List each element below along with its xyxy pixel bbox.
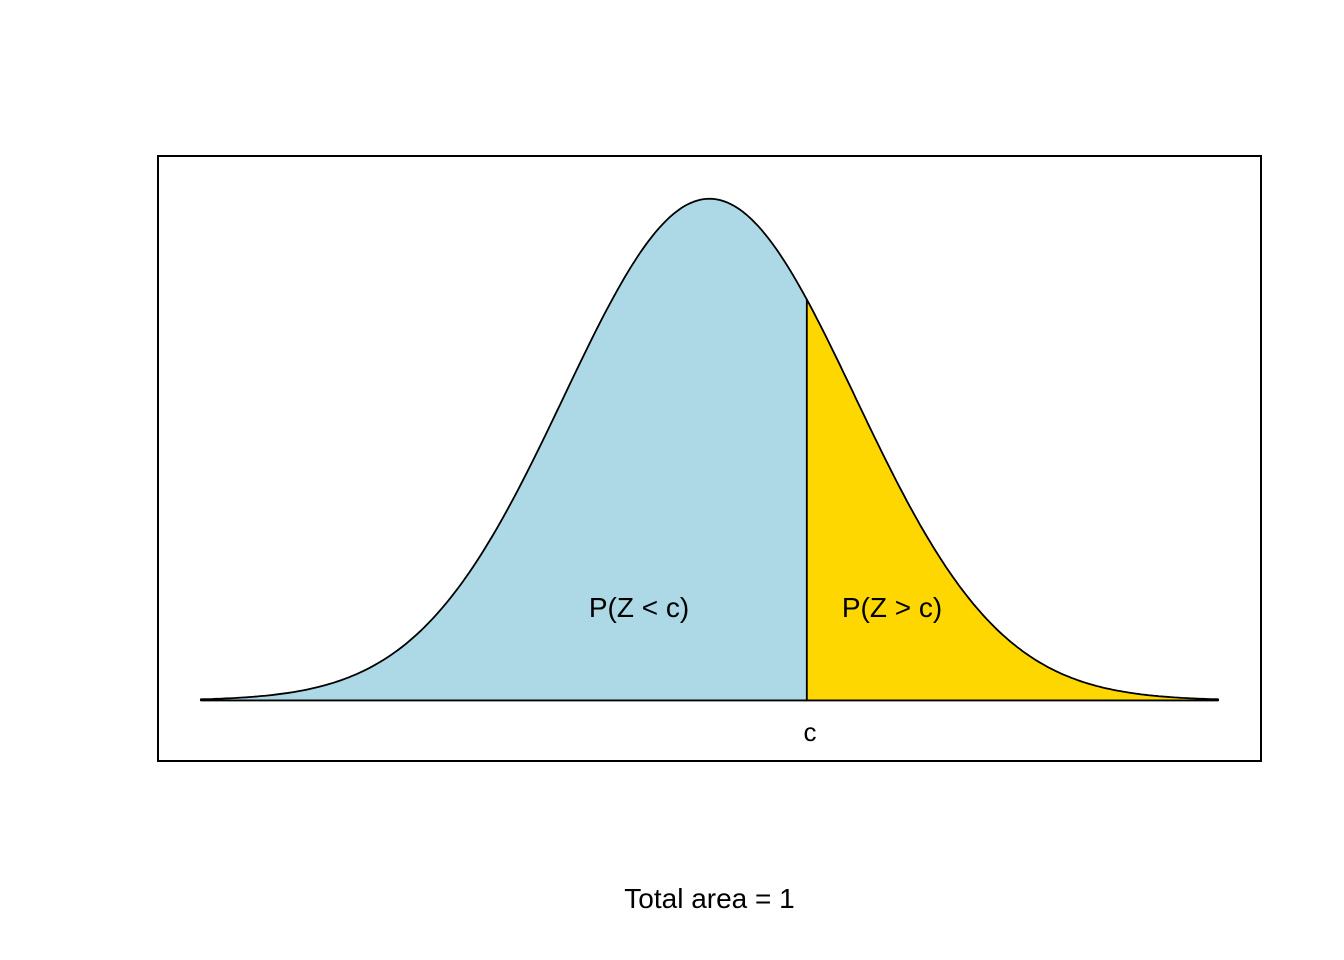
cutoff-tick-label: c <box>803 717 817 747</box>
figure-caption: Total area = 1 <box>624 883 795 914</box>
density-svg <box>199 197 1220 702</box>
plot-area: P(Z < c) P(Z > c) c <box>157 155 1262 762</box>
left-region-label: P(Z < c) <box>588 592 690 623</box>
right-region-fill <box>805 298 1220 702</box>
right-region-label: P(Z > c) <box>841 592 943 623</box>
left-region-fill <box>199 197 808 702</box>
